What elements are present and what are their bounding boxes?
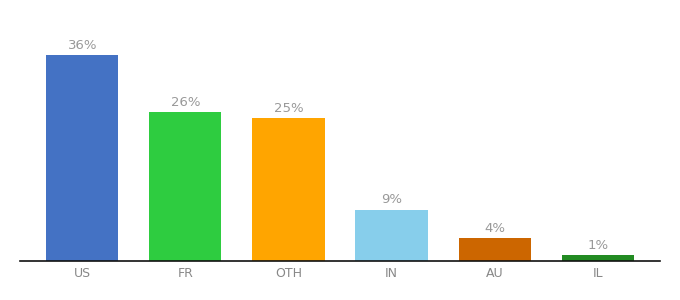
Text: 26%: 26% (171, 96, 200, 109)
Text: 4%: 4% (484, 222, 505, 235)
Bar (458, 238, 530, 261)
Text: 36%: 36% (67, 39, 97, 52)
Text: 9%: 9% (381, 193, 402, 206)
Bar (562, 255, 634, 261)
Text: 25%: 25% (273, 102, 303, 115)
Bar (356, 210, 428, 261)
Text: 1%: 1% (587, 239, 609, 252)
Bar (150, 112, 222, 261)
Bar (252, 118, 324, 261)
Bar (46, 55, 118, 261)
